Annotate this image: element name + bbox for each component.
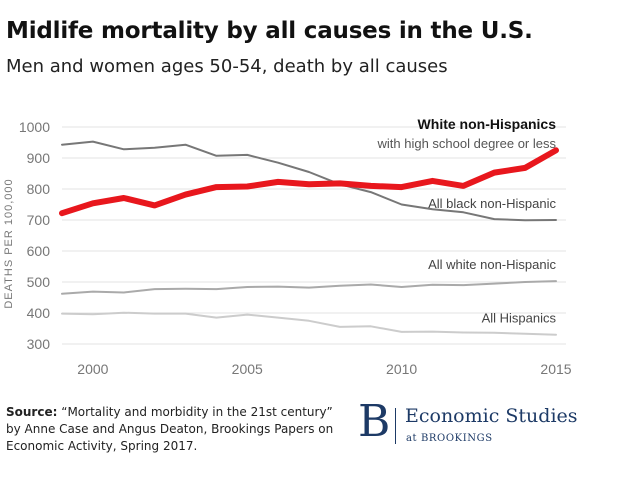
brookings-logo-letter: B	[358, 396, 391, 447]
y-tick-label: 500	[27, 274, 51, 290]
series-line-all-black-non-hispanic	[61, 140, 557, 222]
y-tick-label: 1000	[19, 119, 50, 135]
logo-subtitle: at BROOKINGS	[406, 433, 493, 444]
source-note: Source: “Mortality and morbidity in the …	[6, 404, 346, 455]
y-tick-label: 800	[27, 181, 51, 197]
logo-divider	[395, 408, 396, 444]
y-tick-label: 600	[27, 243, 51, 259]
chart-subtitle: Men and women ages 50-54, death by all c…	[6, 56, 448, 77]
series-label: White non-Hispanics	[418, 116, 557, 132]
y-axis-label: DEATHS PER 100,000	[3, 178, 15, 308]
y-tick-label: 400	[27, 305, 51, 321]
x-tick-label: 2015	[540, 361, 571, 377]
y-tick-label: 300	[27, 336, 51, 352]
series-label: All black non-Hispanic	[428, 196, 556, 211]
series-line-all-white-non-hispanic	[61, 280, 557, 295]
series-label: All white non-Hispanic	[428, 257, 556, 272]
series-line-all-hispanics	[61, 311, 557, 336]
x-tick-label: 2010	[386, 361, 417, 377]
line-chart: 300 400 500 600 700 800 900 1000 2000 2005 2010 201…	[3, 116, 572, 377]
y-tick-label: 900	[27, 150, 51, 166]
y-tick-label: 700	[27, 212, 51, 228]
x-tick-label: 2005	[232, 361, 263, 377]
logo-name: Economic Studies	[405, 405, 578, 427]
chart-title: Midlife mortality by all causes in the U…	[6, 18, 533, 44]
series-line-white-non-hispanics	[59, 147, 559, 217]
source-label: Source:	[6, 405, 58, 419]
source-text: “Mortality and morbidity in the 21st cen…	[6, 405, 334, 453]
x-tick-label: 2000	[77, 361, 108, 377]
series-label-note: with high school degree or less	[377, 136, 557, 151]
series-label: All Hispanics	[482, 311, 557, 326]
